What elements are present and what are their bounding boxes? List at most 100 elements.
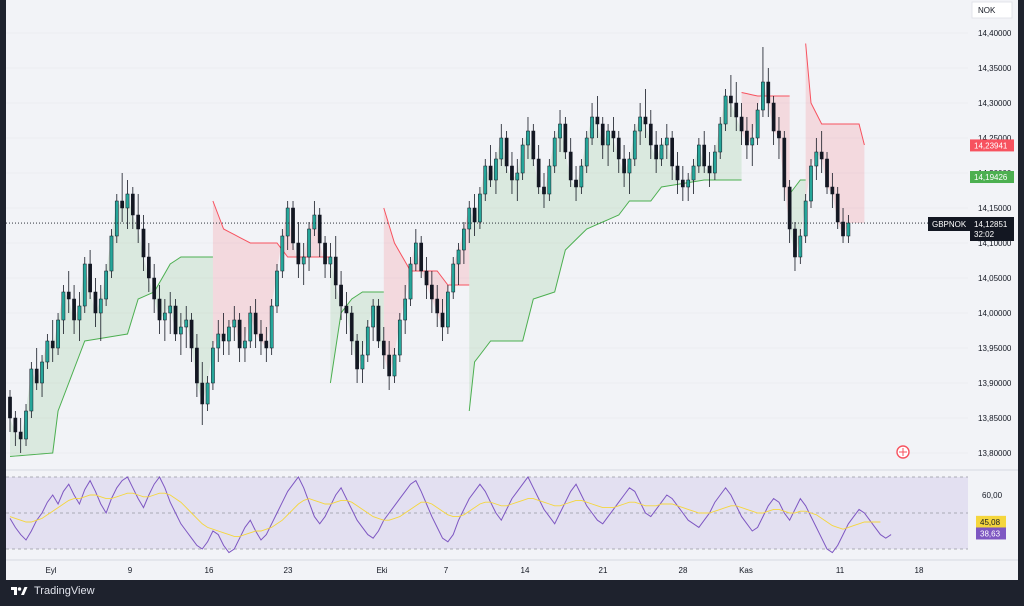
candle-body [729,95,733,104]
brand-label: TradingView [34,585,95,597]
candle [248,306,253,348]
candle-body [56,319,60,349]
candle-body [291,207,295,244]
candle-body [285,207,290,237]
candle [264,327,269,362]
candle-body [611,130,616,139]
candle-body [195,347,199,384]
last-price-label: 14,12851 [974,220,1008,229]
candle-body [125,193,130,209]
candle [782,131,787,201]
candle [574,166,578,201]
candle-body [680,179,685,188]
price-tick-label: 14,40000 [978,29,1012,38]
candle [531,124,536,166]
price-tick-label: 14,05000 [978,274,1012,283]
candle [494,152,498,194]
candle-body [643,116,648,125]
price-tag-box [970,171,1014,184]
candle-body [120,200,124,209]
candle-body [846,222,851,237]
candle-body [253,312,258,335]
tradingview-logo-icon [11,587,28,595]
candle-body [205,382,210,405]
candle-body [424,270,429,286]
time-tick-label: 16 [205,566,214,575]
candle-body [702,144,707,167]
candle-body [606,130,610,146]
candle-body [825,158,829,188]
candle-body [232,319,237,328]
candle-body [446,291,450,328]
candle [259,320,263,355]
candle-body [45,340,50,363]
price-tag-label: 14,19426 [974,173,1008,182]
footer-bar: TradingView [0,580,1024,606]
candle [280,229,285,278]
candle [547,159,552,201]
candle-body [136,214,141,230]
candle-body [803,200,808,237]
tradingview-brand[interactable]: TradingView [10,585,95,597]
currency-badge [971,1,1013,19]
candle-body [243,340,247,349]
candle [200,362,205,425]
candle-body [841,221,845,237]
candle-body [419,242,424,272]
rsi-tag-label: 45,08 [980,518,1001,527]
candle [499,124,504,166]
candle [344,292,349,334]
countdown-label: 32:02 [974,230,995,239]
time-tick-label: 14 [521,566,530,575]
alert-icon[interactable] [896,445,910,459]
candle-body [301,256,306,265]
candle [221,313,226,355]
candle [670,131,675,180]
rsi-tags: 45,08 38,63 [976,515,1006,540]
chart-frame: 14,4000014,3500014,3000014,2500014,20000… [6,0,1018,580]
candle [392,348,397,383]
candlesticks [8,47,851,453]
candle [563,117,568,159]
candle [627,152,632,194]
time-tick-label: Kas [739,566,753,575]
time-tick-label: Eyl [45,566,56,575]
candle-body [456,249,461,265]
candle [211,341,215,390]
candle [56,313,60,355]
candle [846,215,851,243]
candle-body [574,179,578,188]
rsi-tag-label: 38,63 [980,529,1001,538]
candle-body [713,151,717,174]
candle [483,159,488,201]
chart-canvas[interactable]: 14,4000014,3500014,3000014,2500014,20000… [6,0,1018,580]
candle-body [622,158,626,174]
candle-body [392,354,397,377]
candle [542,173,546,208]
price-tick-label: 13,85000 [978,414,1012,423]
candle-body [819,151,824,160]
candle [462,222,466,264]
candle [472,194,477,236]
candle [104,264,108,306]
candle [93,278,98,327]
candle-body [675,165,680,181]
candle-body [499,137,504,160]
candle-body [691,165,696,181]
supertrend-up-fill [330,257,384,383]
candle [397,313,402,362]
candle [189,313,194,362]
candle-body [627,158,632,174]
rsi-ma-line [9,492,881,537]
time-tick-label: 18 [915,566,924,575]
time-tick-label: 23 [284,566,293,575]
candle [430,271,434,313]
candle-body [547,165,552,195]
symbol-price-badge: GBPNOK 14,12851 32:02 [928,217,1014,241]
candle-body [24,410,28,440]
candle [72,285,76,334]
candle-body [632,130,637,160]
candle [285,201,290,250]
candle-body [355,340,359,370]
candle [253,299,258,348]
